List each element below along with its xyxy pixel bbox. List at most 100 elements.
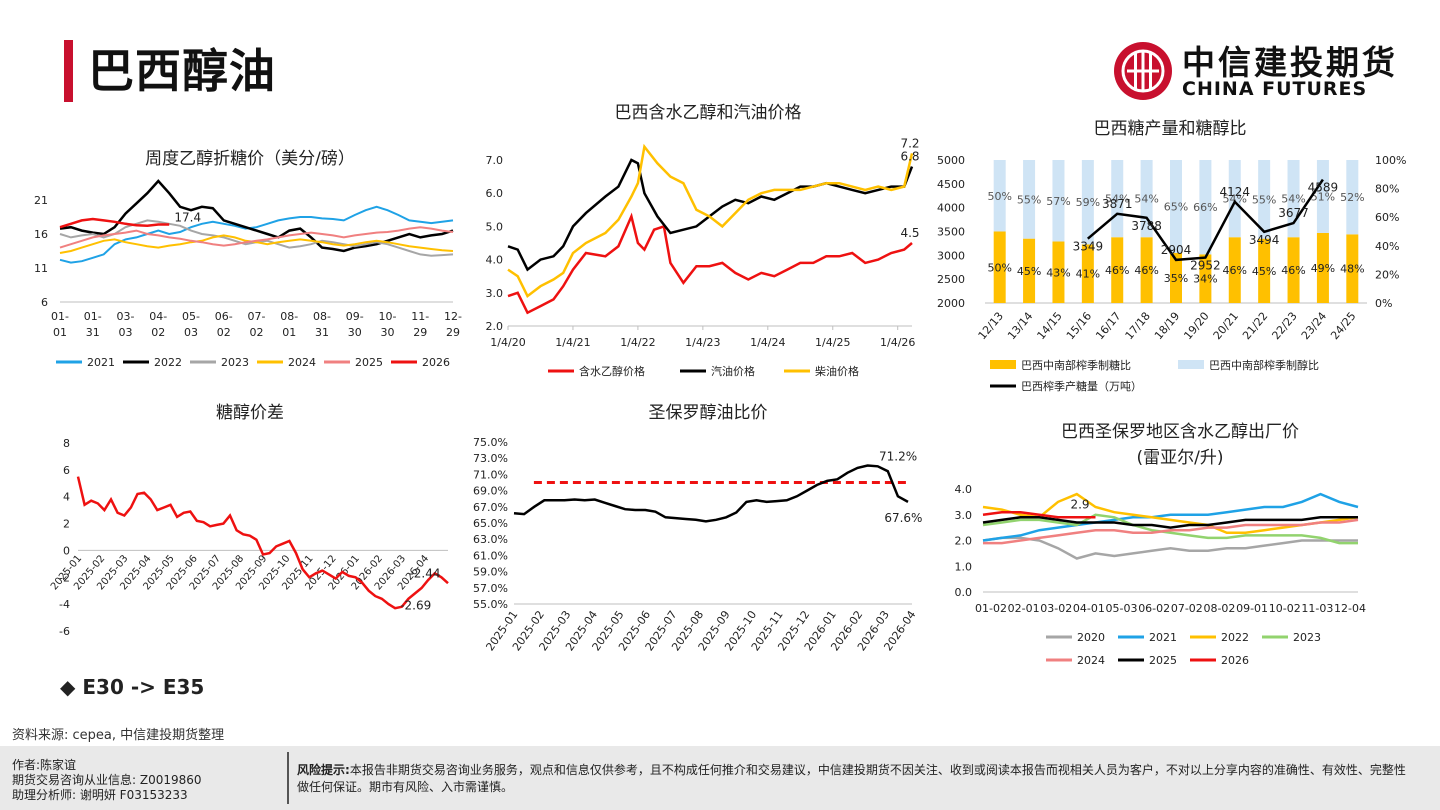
c3-sugar-ratio-label: 45% (1017, 265, 1041, 278)
c3-x-tick: 14/15 (1034, 310, 1064, 343)
c2-y-tick: 5.0 (486, 220, 504, 233)
c1-x-tick: 08- (280, 310, 298, 323)
c4-y-tick: -6 (59, 625, 70, 638)
c3-bar-ethanol-ratio (1052, 160, 1065, 242)
c3-x-tick: 12/13 (976, 310, 1006, 343)
c3-y-tick: 5000 (937, 154, 965, 167)
c5-y-tick: 59.0% (473, 566, 508, 579)
c3-bar-sugar-ratio (1258, 238, 1271, 303)
c2-legend-2-label: 柴油价格 (815, 364, 859, 378)
c1-x-tick: 05- (182, 310, 200, 323)
c4-y-tick: 6 (63, 464, 70, 477)
c2-x-tick: 1/4/20 (490, 336, 525, 349)
risk-label: 风险提示: (297, 763, 350, 777)
c1-x-tick: 01 (53, 326, 67, 339)
c4-y-tick: 0 (63, 544, 70, 557)
c5-data-label: 71.2% (879, 450, 917, 464)
c5-y-tick: 75.0% (473, 436, 508, 449)
c3-bar-sugar-ratio (993, 231, 1006, 303)
c3-bar-sugar-ratio (1140, 237, 1153, 303)
c6-series-2024 (983, 518, 1359, 545)
c3-sugar-ratio-label: 46% (1105, 264, 1129, 277)
c4-y-tick: 8 (63, 437, 70, 450)
c3-production-label: 3871 (1102, 197, 1133, 211)
c2-y-tick: 7.0 (486, 154, 504, 167)
c3-ethanol-ratio-label: 66% (1193, 201, 1217, 214)
c3-bar-sugar-ratio (1287, 237, 1300, 303)
c3-x-tick: 23/24 (1299, 310, 1329, 343)
chart3-title: 巴西糖产量和糖醇比 (1093, 119, 1247, 139)
c3-sugar-ratio-label: 41% (1076, 268, 1100, 281)
c1-x-tick: 12- (444, 310, 462, 323)
c3-sugar-ratio-label: 48% (1340, 263, 1364, 276)
c1-x-tick: 30 (381, 326, 395, 339)
c3-y-tick: 3000 (937, 249, 965, 262)
c3-production-label: 3677 (1278, 206, 1309, 220)
c3-ethanol-ratio-label: 55% (1252, 193, 1276, 206)
c1-legend-2023-label: 2023 (221, 356, 249, 369)
footer-bar (0, 746, 1440, 810)
c3-x-tick: 15/16 (1064, 310, 1094, 343)
c3-bar-sugar-ratio (1081, 244, 1094, 303)
c4-y-tick: 2 (63, 518, 70, 531)
c3-ethanol-ratio-label: 65% (1164, 200, 1188, 213)
c3-sugar-ratio-label: 43% (1046, 266, 1070, 279)
footer-divider (287, 752, 289, 804)
c3-bar-sugar-ratio (1052, 241, 1065, 303)
chart6-subtitle: (雷亚尔/升) (1136, 448, 1224, 468)
page-title: 巴西醇油 (88, 44, 276, 98)
c5-y-tick: 73.0% (473, 452, 508, 465)
c5-y-tick: 55.0% (473, 598, 508, 611)
c6-x-tick: 06-02 (1138, 602, 1170, 615)
c6-x-tick: 10-02 (1269, 602, 1301, 615)
c3-sugar-ratio-label: 49% (1311, 262, 1335, 275)
c4-data-label: -2.44 (409, 566, 440, 580)
c6-series-2026 (982, 510, 1096, 519)
blend-note-text: E30 -> E35 (82, 675, 205, 699)
c3-series-production (1086, 178, 1324, 262)
c4-y-tick: -4 (59, 598, 70, 611)
c6-x-tick: 11-03 (1301, 602, 1333, 615)
c3-bar-sugar-ratio (1170, 252, 1182, 303)
c6-x-tick: 12-04 (1334, 602, 1366, 615)
c2-series-含水乙醇价格 (507, 212, 913, 315)
c1-x-tick: 01- (84, 310, 102, 323)
c3-ethanol-ratio-label: 59% (1076, 196, 1100, 209)
c3-legend-ethanol-label: 巴西中南部榨季制醇比 (1209, 358, 1319, 372)
c1-x-tick: 04- (149, 310, 167, 323)
c2-data-label: 6.8 (900, 150, 919, 164)
c5-y-tick: 63.0% (473, 533, 508, 546)
c2-legend-1-label: 汽油价格 (711, 364, 755, 378)
c3-bar-sugar-ratio (1346, 234, 1359, 303)
c3-bar-ethanol-ratio (1199, 160, 1212, 255)
c6-y-tick: 0.0 (955, 586, 973, 599)
c3-y2-tick: 20% (1375, 268, 1399, 281)
c3-production-label: 2952 (1190, 259, 1221, 273)
c4-y-tick: 4 (63, 491, 70, 504)
c3-production-label: 3349 (1073, 240, 1104, 254)
c1-series-2022 (59, 179, 454, 253)
c6-y-tick: 4.0 (955, 483, 973, 496)
c3-sugar-ratio-label: 46% (1223, 264, 1247, 277)
c1-x-tick: 30 (348, 326, 362, 339)
c3-bar-ethanol-ratio (1170, 160, 1182, 253)
blend-note: ◆ E30 -> E35 (60, 674, 204, 700)
c2-data-label: 7.2 (900, 136, 919, 150)
c3-sugar-ratio-label: 46% (1134, 264, 1158, 277)
c3-bar-ethanol-ratio (1081, 160, 1094, 245)
c3-y-tick: 2500 (937, 273, 965, 286)
c1-x-tick: 10- (379, 310, 397, 323)
c3-x-tick: 22/23 (1269, 310, 1299, 343)
c3-bar-ethanol-ratio (1258, 160, 1271, 239)
c1-series-2026 (59, 217, 170, 229)
c1-series-2025 (59, 226, 454, 249)
chart2-title: 巴西含水乙醇和汽油价格 (614, 103, 802, 123)
company-name-cn: 中信建投期货 (1182, 43, 1398, 82)
c6-x-tick: 02-01 (1008, 602, 1040, 615)
c1-x-tick: 02 (217, 326, 231, 339)
c1-x-tick: 01- (51, 310, 69, 323)
company-logo-icon (1114, 42, 1172, 100)
author: 作者:陈家谊 (12, 758, 77, 772)
c5-y-tick: 65.0% (473, 517, 508, 530)
c3-legend-production-label: 巴西榨季产糖量（万吨） (1021, 379, 1142, 393)
